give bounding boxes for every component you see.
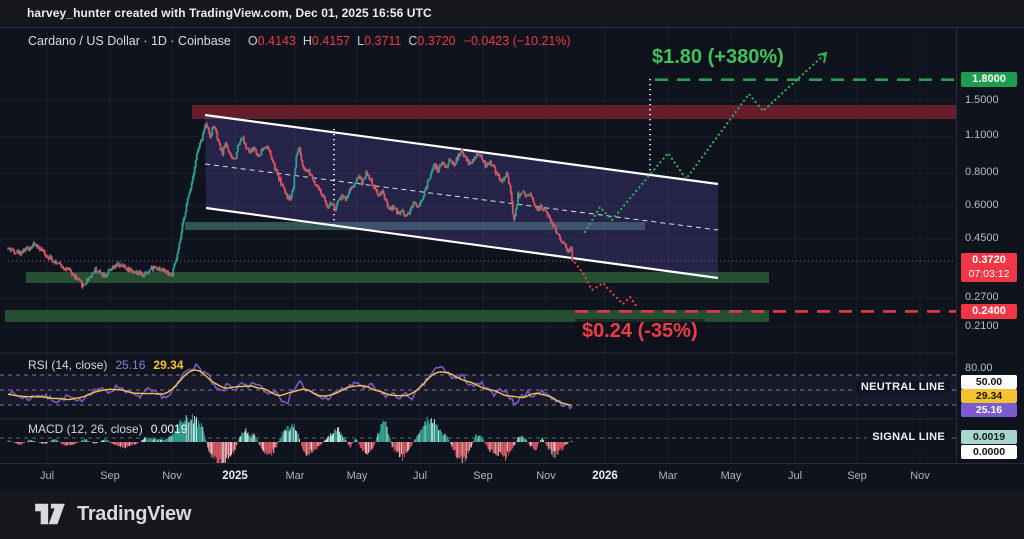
bear-target-price-badge: 0.2400	[961, 304, 1017, 319]
price-tick-0.2100: 0.2100	[965, 319, 999, 332]
price-tick-0.6000: 0.6000	[965, 199, 999, 212]
ohlc-low-key: L	[357, 34, 365, 48]
price-tick-0.8000: 0.8000	[965, 165, 999, 178]
time-tick-Nov: Nov	[162, 470, 182, 482]
time-tick-2025: 2025	[222, 470, 248, 482]
rsi-ma-line	[7, 369, 573, 407]
time-tick-Nov: Nov	[536, 470, 556, 482]
macd-zero-badge: 0.0000	[961, 445, 1017, 459]
change-value: −0.0423 (−10.21%)	[463, 34, 571, 48]
rsi-label: RSI (14, close)	[28, 358, 108, 372]
time-tick-Jul: Jul	[412, 470, 428, 482]
zone-support-green-a	[26, 272, 769, 283]
bar-countdown: 07:03:12	[968, 268, 1010, 280]
price-axis[interactable]: 1.8000 0.3720 07:03:12 0.2400 80.00 50.0…	[956, 28, 1024, 463]
tradingview-brand-text: TradingView	[77, 502, 192, 525]
time-tick-Jul: Jul	[39, 470, 55, 482]
macd-hist-down	[14, 442, 569, 463]
time-tick-Sep: Sep	[100, 470, 120, 482]
macd-signal-badge: 0.0019	[961, 430, 1017, 444]
rsi-indicator-title[interactable]: RSI (14, close) 25.16 29.34	[28, 358, 183, 372]
bull-arrowhead	[817, 51, 828, 64]
time-tick-Sep: Sep	[473, 470, 493, 482]
macd-indicator-title[interactable]: MACD (12, 26, close) 0.0019	[28, 422, 187, 436]
bull-target-annotation: $1.80 (+380%)	[645, 45, 791, 70]
time-tick-May: May	[346, 470, 368, 482]
time-tick-May: May	[720, 470, 742, 482]
price-tick-0.2700: 0.2700	[965, 290, 999, 303]
descending-channel	[205, 115, 718, 278]
rsi-axis-top-tick: 80.00	[965, 362, 993, 374]
attribution-bar: harvey_hunter created with TradingView.c…	[0, 0, 1024, 27]
bull-target-price-badge: 1.8000	[961, 72, 1017, 87]
macd-label: MACD (12, 26, close)	[28, 422, 143, 436]
rsi-ma-value: 29.34	[153, 358, 184, 372]
neutral-line-label: NEUTRAL LINE	[855, 381, 950, 393]
zone-mid-teal	[185, 222, 645, 230]
last-price-value: 0.3720	[972, 254, 1006, 266]
last-price-badge: 0.3720 07:03:12	[961, 253, 1017, 282]
down-candle-bodies	[8, 123, 574, 287]
price-tick-0.4500: 0.4500	[965, 232, 999, 245]
macd-value: 0.0019	[150, 422, 188, 436]
time-tick-Mar: Mar	[658, 470, 678, 482]
ohlc-open-value: 0.4143	[257, 34, 296, 48]
rsi-value-badge: 25.16	[961, 403, 1017, 417]
symbol-legend[interactable]: Cardano / US Dollar · 1D · Coinbase O0.41…	[28, 34, 571, 48]
price-tick-1.1000: 1.1000	[965, 129, 999, 142]
rsi-value: 25.16	[115, 358, 146, 372]
rsi-ma-badge: 29.34	[961, 389, 1017, 403]
signal-line-label: SIGNAL LINE	[867, 431, 950, 443]
time-axis[interactable]: Jul Sep Nov 2025 Mar May Jul Sep Nov 2026 Mar May Ju…	[0, 463, 1024, 492]
tradingview-logo[interactable]: TradingView	[33, 501, 191, 527]
footer: TradingView	[0, 490, 1024, 539]
ohlc-high-value: 0.4157	[311, 34, 351, 48]
ohlc-close-value: 0.3720	[417, 34, 456, 48]
ohlc-low-value: 0.3711	[364, 34, 402, 48]
zone-resistance-red	[192, 105, 956, 119]
ohlc-close-key: C	[408, 34, 418, 48]
chart-widget[interactable]: Cardano / US Dollar · 1D · Coinbase O0.41…	[0, 27, 1024, 492]
up-candle-bodies	[7, 124, 572, 287]
time-tick-Sep: Sep	[847, 470, 867, 482]
time-tick-Mar: Mar	[285, 470, 305, 482]
ohlc-open-key: O	[247, 34, 258, 48]
ohlc-high-key: H	[302, 34, 312, 48]
time-tick-2026: 2026	[592, 470, 618, 482]
bear-target-annotation: $0.24 (-35%)	[575, 319, 705, 344]
macd-hist-up	[7, 414, 573, 442]
time-tick-Jul: Jul	[787, 470, 803, 482]
time-tick-Nov: Nov	[910, 470, 930, 482]
symbol-title[interactable]: Cardano / US Dollar · 1D · Coinbase	[28, 34, 231, 48]
ohlc-values: O0.4143 H0.4157 L0.3711 C0.3720 −0.0423 (−10…	[241, 34, 571, 48]
attribution-text: harvey_hunter created with TradingView.c…	[27, 6, 432, 20]
rsi-line	[7, 362, 573, 410]
bull-projection-path	[583, 51, 828, 234]
price-tick-1.5000: 1.5000	[965, 93, 999, 106]
bear-projection-path	[570, 257, 639, 309]
rsi-neutral-badge: 50.00	[961, 375, 1017, 389]
chart-canvas[interactable]	[0, 28, 956, 463]
tradingview-logo-icon	[35, 503, 65, 525]
